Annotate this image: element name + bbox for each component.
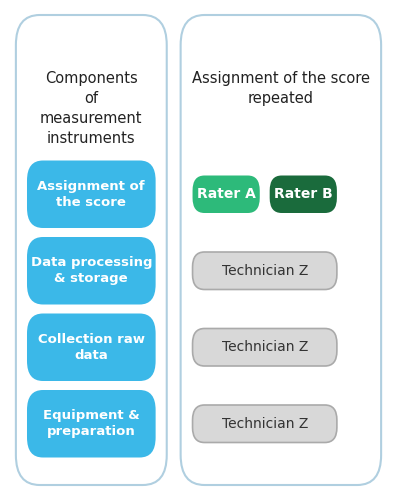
FancyBboxPatch shape — [181, 15, 381, 485]
FancyBboxPatch shape — [27, 237, 156, 304]
Text: Components
of
measurement
instruments: Components of measurement instruments — [40, 72, 143, 146]
FancyBboxPatch shape — [193, 405, 337, 442]
Text: Technician Z: Technician Z — [222, 417, 308, 430]
FancyBboxPatch shape — [16, 15, 167, 485]
FancyBboxPatch shape — [270, 176, 337, 213]
FancyBboxPatch shape — [193, 252, 337, 290]
FancyBboxPatch shape — [27, 160, 156, 228]
Text: Rater A: Rater A — [197, 188, 256, 202]
Text: Data processing
& storage: Data processing & storage — [31, 256, 152, 285]
Text: Technician Z: Technician Z — [222, 340, 308, 354]
Text: Assignment of the score
repeated: Assignment of the score repeated — [192, 72, 370, 106]
Text: Technician Z: Technician Z — [222, 264, 308, 278]
Text: Rater B: Rater B — [274, 188, 333, 202]
FancyBboxPatch shape — [193, 176, 260, 213]
FancyBboxPatch shape — [193, 328, 337, 366]
FancyBboxPatch shape — [27, 390, 156, 458]
Text: Equipment &
preparation: Equipment & preparation — [43, 409, 140, 438]
Text: Collection raw
data: Collection raw data — [38, 333, 145, 362]
FancyBboxPatch shape — [27, 314, 156, 381]
Text: Assignment of
the score: Assignment of the score — [37, 180, 145, 209]
